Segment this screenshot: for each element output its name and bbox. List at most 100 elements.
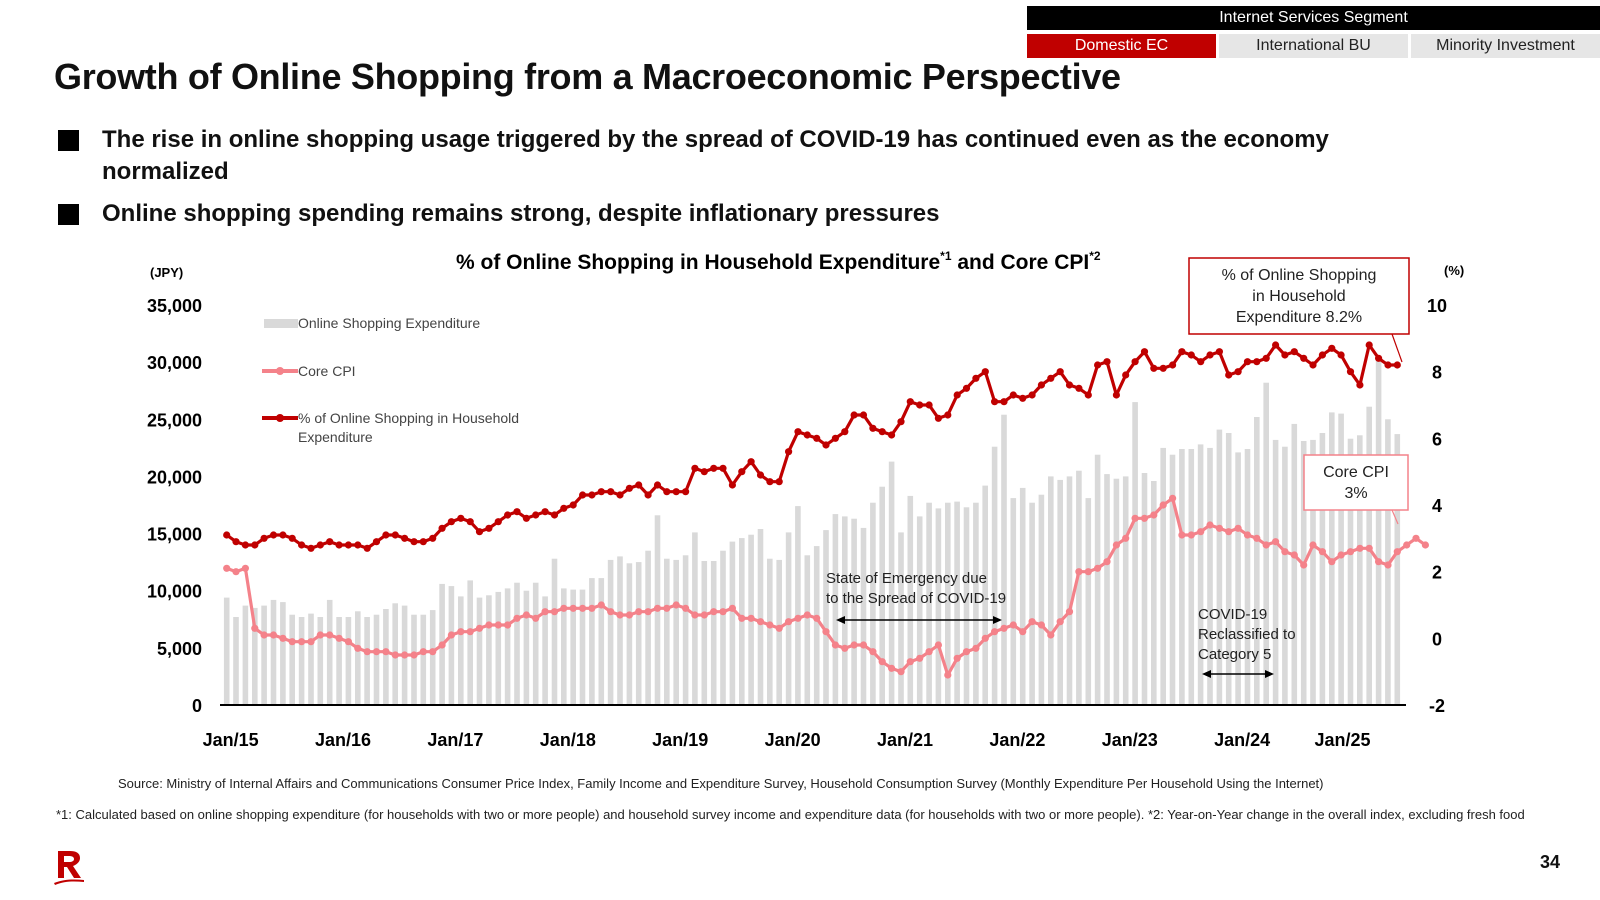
share-point <box>232 538 240 546</box>
cpi-point <box>438 641 446 649</box>
bullet-square-icon <box>58 204 79 225</box>
cpi-point <box>316 631 324 639</box>
x-tick-label: Jan/25 <box>1314 730 1370 750</box>
share-point <box>588 491 596 499</box>
share-point <box>644 491 652 499</box>
cpi-point <box>672 601 680 609</box>
share-point <box>728 481 737 489</box>
expenditure-bar <box>851 518 857 705</box>
x-tick-label: Jan/20 <box>765 730 821 750</box>
cpi-point <box>410 651 418 659</box>
expenditure-bar <box>1347 438 1354 705</box>
cpi-point <box>794 614 802 622</box>
cpi-point <box>663 604 671 612</box>
expenditure-bar <box>1366 406 1372 705</box>
share-point <box>401 534 409 542</box>
legend: Online Shopping Expenditure Core CPI % o… <box>262 315 519 445</box>
tab-domestic-ec[interactable]: Domestic EC <box>1027 34 1216 58</box>
expenditure-bar <box>1197 444 1204 705</box>
share-point <box>841 428 849 436</box>
share-point <box>513 508 521 516</box>
expenditure-bar <box>879 486 885 705</box>
share-point <box>906 398 914 406</box>
cpi-point <box>1140 514 1149 522</box>
expenditure-bar <box>757 529 764 705</box>
tab-international-bu[interactable]: International BU <box>1219 34 1408 58</box>
expenditure-bar <box>1357 435 1363 705</box>
expenditure-bar <box>1001 414 1007 705</box>
cpi-point <box>962 648 971 656</box>
expenditure-bar <box>448 586 455 705</box>
expenditure-bar <box>467 580 473 705</box>
cpi-point <box>1356 544 1364 552</box>
expenditure-bar <box>635 562 642 705</box>
share-point <box>1150 364 1158 372</box>
share-point <box>485 524 493 532</box>
share-point <box>1215 348 1223 356</box>
share-point <box>1037 381 1045 389</box>
expenditure-bar <box>982 485 988 705</box>
left-tick-label: 25,000 <box>147 410 202 430</box>
expenditure-bar <box>673 559 679 705</box>
share-point <box>794 428 802 436</box>
cpi-point <box>1290 551 1298 559</box>
cpi-point <box>682 604 690 612</box>
share-point <box>925 401 933 409</box>
bullet-list: The rise in online shopping usage trigge… <box>56 124 1436 240</box>
cpi-point <box>569 604 577 612</box>
expenditure-bar <box>1019 487 1026 705</box>
annotation-covid-category5: COVID-19 Reclassified to Category 5 <box>1198 606 1296 678</box>
share-point <box>1243 358 1252 366</box>
expenditure-bar <box>1319 433 1326 705</box>
expenditure-bar <box>495 591 502 705</box>
cpi-point <box>635 608 643 616</box>
cpi-point <box>850 641 858 649</box>
share-point <box>344 541 352 549</box>
x-tick-label: Jan/24 <box>1214 730 1270 750</box>
expenditure-bar <box>345 617 352 705</box>
share-point <box>410 538 418 546</box>
cpi-point <box>541 608 549 616</box>
legend-bar-swatch <box>264 319 298 328</box>
cpi-point <box>326 631 334 639</box>
expenditure-bar <box>1094 454 1101 705</box>
x-tick-label: Jan/17 <box>427 730 483 750</box>
cpi-point <box>766 621 774 629</box>
share-point <box>1290 348 1298 356</box>
expenditure-bar <box>1066 476 1073 705</box>
expenditure-bar <box>1225 433 1232 705</box>
bullet-text: Online shopping spending remains strong,… <box>102 200 940 227</box>
expenditure-bar <box>973 502 979 705</box>
page-number: 34 <box>1539 852 1560 872</box>
share-point <box>260 534 268 542</box>
callout-share-leader <box>1391 333 1403 363</box>
share-point <box>550 511 559 519</box>
expenditure-bar <box>991 446 998 705</box>
share-point <box>532 511 540 519</box>
expenditure-bar <box>1085 498 1092 705</box>
cpi-point <box>1094 564 1102 572</box>
share-point <box>1365 341 1373 349</box>
cpi-point <box>1187 531 1195 539</box>
share-point <box>251 541 259 549</box>
expenditure-bar <box>598 578 605 705</box>
share-point <box>504 511 512 519</box>
share-point <box>1056 368 1064 376</box>
expenditure-bar <box>776 559 782 705</box>
share-point <box>981 368 989 376</box>
tab-minority-investment[interactable]: Minority Investment <box>1411 34 1600 58</box>
expenditure-bar <box>1010 498 1017 705</box>
legend-label-share: % of Online Shopping in Household Expendi… <box>298 410 519 445</box>
share-point <box>1346 368 1355 376</box>
cpi-point <box>747 614 755 622</box>
expenditure-bar <box>570 589 576 705</box>
cpi-point <box>335 634 343 642</box>
share-point <box>438 524 446 532</box>
cpi-point <box>363 648 371 656</box>
cpi-point <box>897 668 905 676</box>
expenditure-bar <box>242 605 249 705</box>
expenditure-bar <box>1151 481 1157 705</box>
x-tick-label: Jan/21 <box>877 730 933 750</box>
cpi-point <box>223 564 231 572</box>
